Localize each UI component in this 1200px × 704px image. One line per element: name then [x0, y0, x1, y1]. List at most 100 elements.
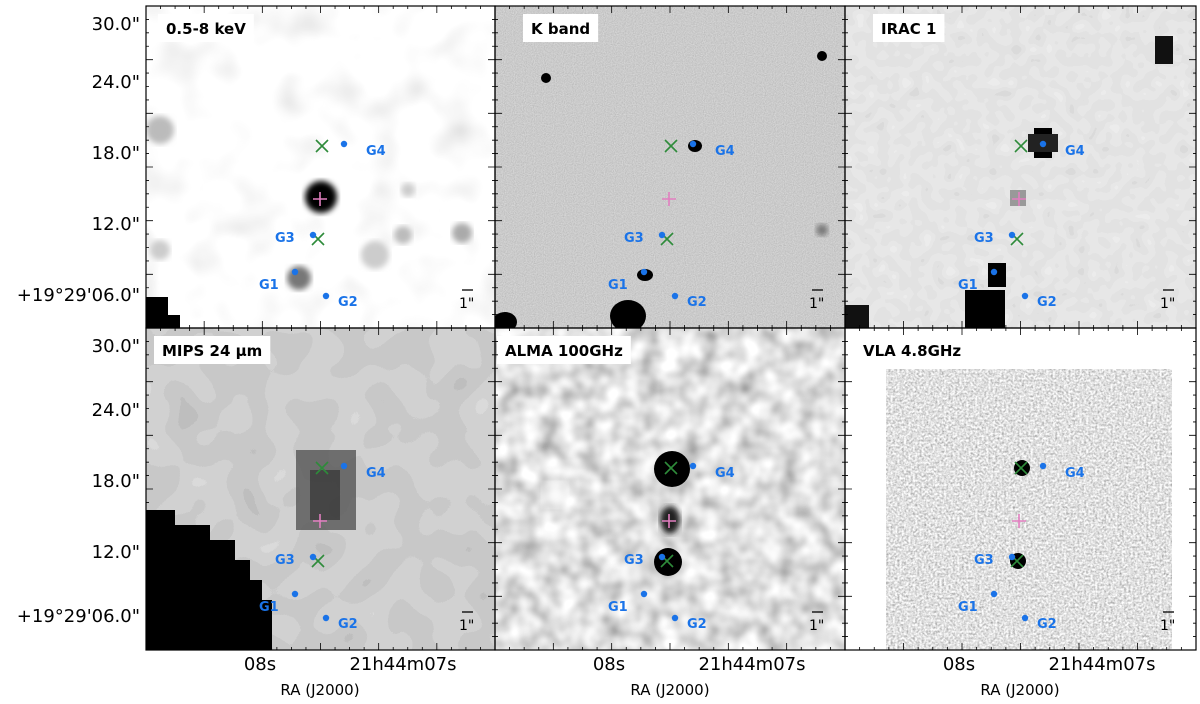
galaxy-marker: [291, 268, 299, 276]
galaxy-label: G3: [275, 231, 295, 246]
galaxy-marker: [689, 462, 697, 470]
panel-markers: G1 G2 G3 G4: [259, 139, 386, 310]
panel-title-box: [154, 336, 271, 364]
galaxy-label: G1: [958, 278, 978, 293]
y-tick-label: 30.0": [92, 336, 140, 357]
panel-title-text: IRAC 1: [881, 20, 936, 38]
galaxy-marker: [689, 140, 697, 148]
galaxy-marker: [291, 590, 299, 598]
y-tick-label: 24.0": [92, 72, 140, 93]
panel-title-text: MIPS 24 μm: [162, 342, 262, 360]
cross-marker: [315, 461, 329, 475]
panel-title-box: [873, 14, 945, 42]
panel-title-text: VLA 4.8GHz: [863, 342, 961, 360]
galaxy-label: G2: [1037, 617, 1057, 632]
panel-title: K band: [523, 14, 599, 42]
galaxy-marker: [1039, 462, 1047, 470]
galaxy-marker: [1021, 292, 1029, 300]
galaxy-label: G1: [608, 278, 628, 293]
y-tick-label: 18.0": [92, 471, 140, 492]
panel-title-text: K band: [531, 20, 590, 38]
galaxy-label: G1: [259, 278, 279, 293]
panel-ticks: [845, 328, 1196, 650]
galaxy-marker: [322, 614, 330, 622]
galaxy-marker: [322, 292, 330, 300]
panel-image-mips: [146, 328, 495, 650]
y-tick-label: 30.0": [92, 14, 140, 35]
galaxy-label: G4: [1065, 466, 1085, 481]
x-tick-label: 08s: [943, 654, 975, 675]
panel-markers: G1 G2 G3 G4: [259, 461, 386, 632]
cross-marker: [1014, 139, 1028, 153]
panel-title-box: [158, 14, 254, 42]
panel-ticks: [845, 6, 1196, 328]
galaxy-marker: [640, 590, 648, 598]
galaxy-label: G2: [687, 295, 707, 310]
panel-image-xray: [146, 6, 495, 328]
plus-marker: [1012, 514, 1026, 528]
galaxy-label: G3: [275, 553, 295, 568]
galaxy-marker: [990, 590, 998, 598]
galaxy-marker: [340, 140, 348, 148]
y-tick-label: 18.0": [92, 143, 140, 164]
cross-marker: [1014, 461, 1028, 475]
cross-marker: [664, 461, 678, 475]
galaxy-marker: [1039, 140, 1047, 148]
panel-title: 0.5-8 keV: [158, 14, 254, 42]
galaxy-marker: [309, 231, 317, 239]
panel-ticks: [146, 328, 495, 650]
panel-image-alma: [495, 328, 845, 650]
panel-markers: G1 G2 G3 G4: [608, 139, 735, 310]
galaxy-label: G2: [1037, 295, 1057, 310]
panel-title-text: 0.5-8 keV: [166, 20, 246, 38]
panel-title: MIPS 24 μm: [154, 336, 271, 364]
x-tick-label: 08s: [244, 654, 276, 675]
galaxy-label: G2: [687, 617, 707, 632]
y-tick-label: 24.0": [92, 400, 140, 421]
panel-title-box: [855, 336, 970, 364]
panel-image-kband: [495, 6, 845, 328]
panel-title: IRAC 1: [873, 14, 945, 42]
galaxy-marker: [340, 462, 348, 470]
panel-title-box: [497, 336, 631, 364]
plus-marker: [313, 514, 327, 528]
galaxy-label: G1: [958, 600, 978, 615]
plus-marker: [1012, 192, 1026, 206]
x-tick-label: 21h44m07s: [349, 654, 456, 675]
x-tick-label: 08s: [593, 654, 625, 675]
scale-bar-label: 1": [809, 618, 824, 634]
galaxy-marker: [658, 553, 666, 561]
x-axis-label: RA (J2000): [980, 681, 1059, 699]
panel-ticks: [495, 6, 845, 328]
galaxy-label: G4: [1065, 144, 1085, 159]
galaxy-label: G1: [608, 600, 628, 615]
galaxy-marker: [1021, 614, 1029, 622]
galaxy-label: G4: [366, 144, 386, 159]
cross-marker: [315, 139, 329, 153]
galaxy-marker: [640, 268, 648, 276]
galaxy-marker: [309, 553, 317, 561]
panel-image-vla: [845, 328, 1196, 650]
galaxy-label: G3: [624, 231, 644, 246]
y-tick-label: 12.0": [92, 214, 140, 235]
galaxy-marker: [1008, 553, 1016, 561]
scale-bar-label: 1": [1160, 618, 1175, 634]
x-tick-label: 21h44m07s: [698, 654, 805, 675]
galaxy-marker: [990, 268, 998, 276]
galaxy-label: G2: [338, 295, 358, 310]
galaxy-label: G4: [715, 144, 735, 159]
galaxy-label: G3: [974, 553, 994, 568]
galaxy-label: G4: [715, 466, 735, 481]
x-tick-label: 21h44m07s: [1048, 654, 1155, 675]
plus-marker: [313, 192, 327, 206]
y-tick-label: +19°29'06.0": [17, 606, 140, 627]
panel-ticks: [146, 6, 495, 328]
scale-bar-label: 1": [809, 296, 824, 312]
galaxy-marker: [671, 614, 679, 622]
galaxy-label: G4: [366, 466, 386, 481]
galaxy-marker: [658, 231, 666, 239]
panel-title-text: ALMA 100GHz: [505, 342, 623, 360]
y-tick-label: 12.0": [92, 542, 140, 563]
panel-title: ALMA 100GHz: [497, 336, 631, 364]
